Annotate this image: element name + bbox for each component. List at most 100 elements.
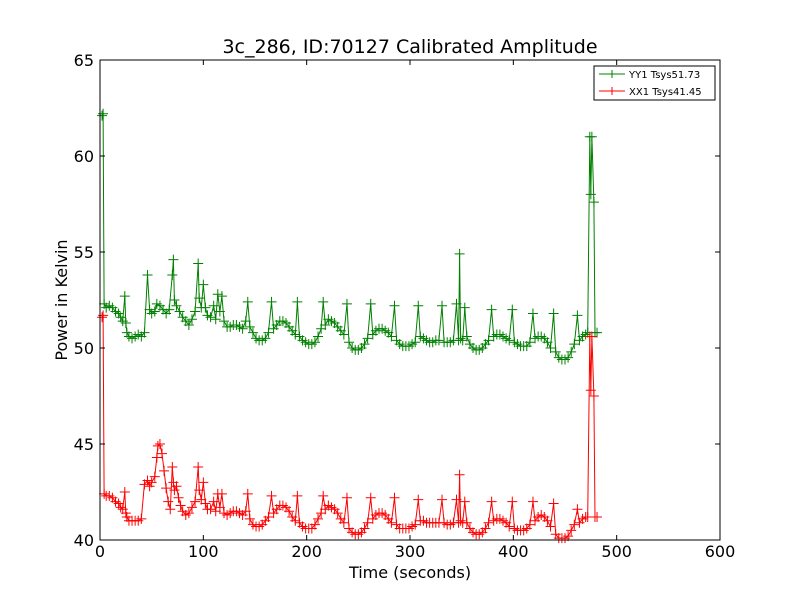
data-point-xx1: [214, 502, 225, 513]
data-point-yy1: [524, 337, 535, 348]
data-point-xx1: [483, 517, 494, 528]
data-point-yy1: [164, 304, 175, 315]
data-point-xx1: [171, 481, 182, 492]
data-point-xx1: [121, 511, 132, 522]
data-point-yy1: [433, 335, 444, 346]
data-point-yy1: [174, 306, 185, 317]
data-point-xx1: [97, 312, 108, 323]
data-point-xx1: [486, 496, 497, 507]
data-point-xx1: [113, 498, 124, 509]
data-point-yy1: [563, 352, 574, 363]
data-point-yy1: [212, 289, 223, 300]
data-point-xx1: [157, 448, 167, 459]
data-point-xx1: [586, 331, 597, 342]
data-point-yy1: [365, 298, 376, 309]
data-point-xx1: [284, 506, 295, 517]
data-point-yy1: [240, 316, 251, 327]
series-yy1: [97, 108, 603, 365]
data-point-yy1: [527, 308, 538, 319]
data-point-xx1: [572, 504, 583, 515]
data-point-xx1: [165, 504, 176, 515]
data-point-yy1: [451, 298, 462, 309]
data-point-xx1: [504, 521, 515, 532]
data-point-xx1: [242, 488, 253, 499]
data-point-yy1: [483, 335, 494, 346]
data-point-xx1: [198, 477, 209, 488]
data-point-yy1: [149, 306, 160, 317]
data-point-xx1: [169, 485, 180, 496]
data-point-xx1: [152, 440, 163, 451]
data-point-yy1: [198, 279, 209, 290]
legend-entry-yy1: YY1 Tsys51.73: [628, 70, 700, 81]
x-tick-label: 400: [498, 542, 529, 561]
data-point-xx1: [210, 506, 221, 517]
x-tick-label: 0: [95, 542, 105, 561]
data-point-yy1: [263, 327, 274, 338]
data-point-yy1: [504, 335, 515, 346]
data-point-yy1: [183, 319, 194, 330]
data-point-xx1: [149, 471, 160, 482]
data-point-xx1: [244, 513, 255, 524]
data-point-xx1: [144, 481, 155, 492]
data-point-yy1: [194, 293, 205, 304]
data-point-xx1: [194, 485, 205, 496]
data-point-yy1: [455, 333, 466, 344]
data-point-yy1: [313, 331, 324, 342]
data-point-xx1: [389, 492, 400, 503]
data-point-xx1: [332, 508, 343, 519]
data-point-xx1: [592, 511, 603, 522]
data-point-yy1: [190, 306, 201, 317]
legend: YY1 Tsys51.73 XX1 Tsys41.45: [593, 65, 716, 101]
data-point-yy1: [121, 327, 132, 338]
data-point-xx1: [455, 515, 466, 526]
data-point-yy1: [97, 110, 108, 121]
data-point-xx1: [542, 515, 553, 526]
legend-box: [593, 65, 716, 101]
data-point-yy1: [290, 329, 301, 340]
data-point-yy1: [457, 335, 468, 346]
data-point-xx1: [154, 439, 165, 449]
data-point-yy1: [338, 329, 349, 340]
data-point-xx1: [527, 496, 538, 507]
data-point-yy1: [205, 312, 216, 323]
data-point-xx1: [136, 513, 147, 524]
data-point-yy1: [171, 300, 182, 311]
data-point-yy1: [320, 319, 331, 330]
data-point-yy1: [167, 270, 178, 281]
data-point-yy1: [592, 327, 603, 338]
data-point-yy1: [120, 318, 131, 329]
x-tick-label: 200: [291, 542, 322, 561]
data-point-xx1: [338, 517, 349, 528]
data-point-xx1: [142, 475, 153, 486]
data-point-yy1: [210, 314, 221, 325]
data-point-xx1: [386, 517, 397, 528]
data-point-xx1: [413, 494, 424, 505]
data-point-xx1: [309, 519, 320, 530]
x-axis: 0 100 200 300 400 500 600: [95, 60, 735, 561]
data-point-yy1: [413, 300, 424, 311]
y-axis: 40 45 50 55 60 65: [74, 51, 720, 550]
data-point-yy1: [139, 327, 150, 338]
data-point-xx1: [585, 385, 596, 396]
data-point-yy1: [362, 333, 373, 344]
data-point-yy1: [119, 291, 130, 302]
data-point-xx1: [196, 494, 207, 505]
data-point-xx1: [163, 496, 174, 507]
series-layer: [97, 108, 603, 544]
legend-marker-yy1: [608, 70, 616, 78]
data-point-xx1: [459, 496, 470, 507]
y-tick-label: 60: [74, 147, 94, 166]
data-point-yy1: [200, 302, 211, 313]
data-point-xx1: [318, 490, 329, 501]
data-point-xx1: [263, 511, 274, 522]
data-point-xx1: [341, 492, 352, 503]
data-point-xx1: [480, 523, 491, 534]
y-tick-label: 45: [74, 435, 94, 454]
data-point-yy1: [214, 306, 225, 317]
data-point-yy1: [572, 310, 583, 321]
data-point-xx1: [362, 517, 373, 528]
x-tick-label: 100: [188, 542, 219, 561]
data-point-yy1: [586, 131, 597, 142]
data-point-xx1: [566, 525, 577, 536]
